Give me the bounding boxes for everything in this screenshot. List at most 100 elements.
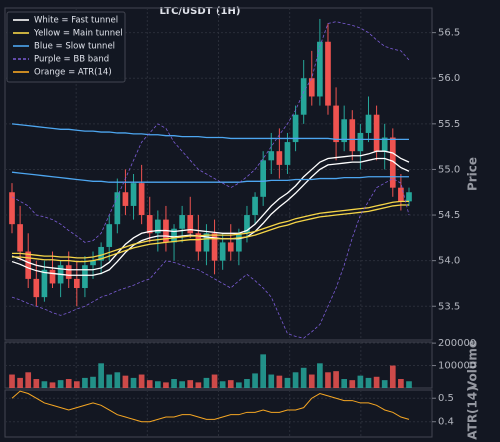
volume-bar (41, 381, 48, 388)
y-tick-label: 55.5 (438, 119, 460, 130)
candle-body (373, 114, 380, 152)
volume-bar (219, 381, 226, 388)
volume-bar (9, 374, 15, 388)
candle-body (122, 192, 129, 206)
volume-bar (138, 374, 145, 388)
y-axis-label: Price (466, 157, 480, 191)
candle-body (365, 114, 372, 133)
overlay-line (11, 150, 410, 271)
overlay-line (11, 178, 410, 339)
y-tick-label: 54.5 (438, 210, 460, 221)
candle-body (155, 219, 161, 234)
volume-bar (227, 380, 234, 388)
candle-body (300, 78, 307, 115)
candle-body (41, 269, 48, 298)
volume-bar (17, 377, 23, 388)
candle-body (325, 41, 331, 106)
candle-body (292, 114, 299, 143)
y-tick-label: 56.5 (438, 28, 460, 39)
volume-bar (406, 381, 412, 388)
volume-bar (325, 372, 331, 388)
candle-body (260, 160, 266, 197)
atr-line (11, 390, 410, 423)
candle-body (195, 233, 202, 252)
candle-body (49, 269, 56, 284)
volume-bar (33, 379, 40, 388)
volume-bar (155, 381, 161, 388)
overlay-line (12, 200, 409, 259)
candle-body (268, 151, 275, 161)
volume-bar (179, 381, 185, 388)
volume-bar (333, 371, 339, 388)
volume-bar (82, 377, 88, 388)
candle-body (98, 246, 104, 261)
overlay-line (11, 21, 410, 243)
volume-bar (106, 374, 113, 388)
volume-bar (276, 375, 283, 388)
candle-body (381, 137, 388, 152)
volume-bar (163, 382, 169, 388)
y-axis-label: ATR(14) (466, 386, 480, 439)
volume-bar (252, 373, 258, 388)
legend: White = Fast tunnel Yellow = Main tunnel B… (6, 11, 126, 83)
volume-bar (317, 363, 323, 388)
y-tick-label: 54.0 (438, 256, 460, 267)
legend-label: Blue = Slow tunnel (34, 42, 115, 52)
candle-body (341, 119, 348, 143)
candle-body (317, 41, 323, 97)
candle-body (203, 233, 210, 252)
legend-label: Orange = ATR(14) (34, 68, 112, 78)
legend-label: Yellow = Main tunnel (33, 29, 123, 39)
candle-body (276, 151, 283, 165)
volume-bar (73, 381, 80, 388)
volume-bar (114, 372, 121, 388)
candle-body (138, 183, 145, 216)
candle-body (211, 233, 218, 261)
candle-body (187, 215, 194, 234)
volume-bar (187, 380, 194, 388)
y-axis-label: Volume (466, 340, 480, 390)
legend-label: White = Fast tunnel (34, 16, 118, 26)
volume-bar (381, 380, 388, 388)
candle-body (308, 78, 315, 97)
candle-body (82, 265, 88, 289)
candle-body (398, 187, 404, 202)
y-tick-label: 53.5 (438, 301, 460, 312)
legend-box (6, 11, 126, 83)
legend-label: Purple = BB band (34, 55, 109, 65)
y-tick-label: 200000 (438, 338, 476, 349)
y-tick-label: 100000 (438, 361, 476, 372)
chart-title: LTC/USDT (1H) (160, 6, 241, 17)
y-tick-label: 56.0 (438, 73, 460, 84)
volume-bar (195, 382, 202, 388)
volume-bar (236, 382, 242, 388)
candle-body (106, 224, 113, 247)
volume-bar (284, 377, 291, 388)
candle-body (17, 224, 23, 252)
volume-bar (260, 354, 266, 388)
candle-body (73, 278, 80, 289)
candle-body (219, 242, 226, 261)
volume-bar (398, 379, 404, 388)
candle-body (9, 192, 15, 225)
candle-body (252, 196, 258, 216)
candle-body (244, 215, 250, 234)
candle-body (236, 233, 242, 252)
volume-bar (146, 380, 153, 388)
volume-bar (65, 379, 72, 388)
overlay-line (11, 171, 409, 183)
y-tick-label: 0.5 (438, 393, 454, 404)
volume-bar (341, 379, 348, 388)
volume-bar (203, 377, 210, 388)
volume-bar (349, 380, 356, 388)
candle-body (406, 192, 412, 202)
candle-body (357, 132, 364, 152)
candle-body (114, 192, 121, 225)
candle-body (33, 278, 40, 298)
candle-body (90, 260, 96, 266)
volume-bar (98, 363, 104, 388)
overlay-line (11, 157, 410, 276)
candle-body (349, 119, 356, 152)
volume-bar (292, 372, 299, 388)
